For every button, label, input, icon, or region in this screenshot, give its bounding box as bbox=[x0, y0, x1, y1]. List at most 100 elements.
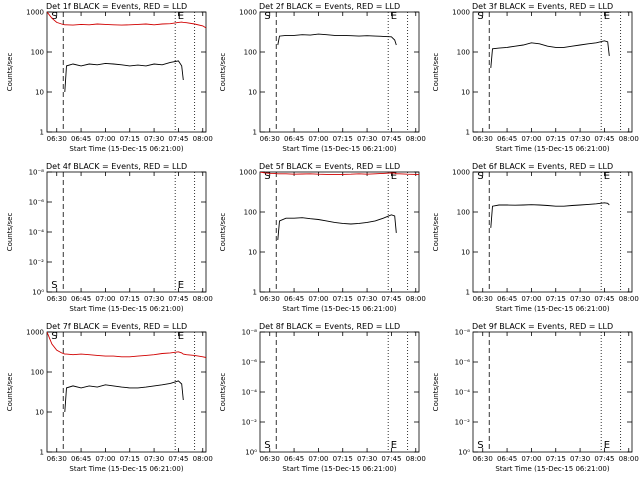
x-tick-label: 07:00 bbox=[95, 295, 115, 303]
y-axis-label: Counts/sec bbox=[6, 53, 14, 92]
x-tick-label: 08:00 bbox=[619, 295, 639, 303]
x-tick-label: 06:45 bbox=[71, 135, 91, 143]
y-tick-label: 100 bbox=[31, 369, 44, 377]
x-axis-label: Start Time (15-Dec-15 06:21:00) bbox=[495, 145, 609, 153]
y-axis-label: Counts/sec bbox=[219, 53, 227, 92]
x-tick-label: 07:30 bbox=[144, 455, 164, 463]
x-tick-label: 07:15 bbox=[333, 455, 353, 463]
time-marker-label: E bbox=[604, 11, 610, 22]
time-marker-label: S bbox=[264, 440, 270, 451]
time-marker-label: E bbox=[391, 11, 397, 22]
chart-title: Det 1f BLACK = Events, RED = LLD bbox=[46, 2, 187, 11]
x-tick-label: 08:00 bbox=[406, 295, 426, 303]
time-marker-label: S bbox=[477, 11, 483, 22]
panel: Det 5f BLACK = Events, RED = LLD Start Ti… bbox=[219, 162, 426, 313]
x-tick-label: 07:15 bbox=[120, 295, 140, 303]
panel: Det 3f BLACK = Events, RED = LLD Start Ti… bbox=[432, 2, 639, 153]
y-tick-label: 1 bbox=[253, 289, 257, 297]
series-group bbox=[47, 12, 206, 93]
plot-frame bbox=[46, 331, 207, 453]
y-tick-label: 10⁰ bbox=[458, 449, 470, 457]
y-tick-label: 10 bbox=[461, 89, 470, 97]
x-tick-label: 07:00 bbox=[95, 135, 115, 143]
y-tick-label: 10⁻⁸ bbox=[29, 169, 45, 177]
x-tick-label: 07:00 bbox=[521, 295, 541, 303]
x-tick-label: 07:00 bbox=[95, 455, 115, 463]
x-tick-label: 07:45 bbox=[594, 295, 614, 303]
panel: Det 4f BLACK = Events, RED = LLD Start Ti… bbox=[6, 162, 213, 313]
plot-frame bbox=[259, 11, 420, 133]
y-tick-label: 100 bbox=[244, 209, 257, 217]
x-tick-label: 06:30 bbox=[47, 135, 67, 143]
x-tick-label: 07:30 bbox=[570, 455, 590, 463]
time-marker-label: E bbox=[178, 331, 184, 342]
panel: Det 6f BLACK = Events, RED = LLD Start Ti… bbox=[432, 162, 639, 313]
x-tick-label: 07:45 bbox=[381, 455, 401, 463]
y-tick-label: 100 bbox=[457, 209, 470, 217]
x-tick-label: 08:00 bbox=[619, 455, 639, 463]
series-line bbox=[64, 60, 184, 93]
x-axis-label: Start Time (15-Dec-15 06:21:00) bbox=[495, 465, 609, 473]
x-tick-label: 08:00 bbox=[619, 135, 639, 143]
x-tick-label: 07:15 bbox=[546, 295, 566, 303]
panel: Det 7f BLACK = Events, RED = LLD Start Ti… bbox=[6, 322, 213, 473]
x-tick-label: 07:45 bbox=[381, 135, 401, 143]
y-tick-label: 1 bbox=[40, 449, 44, 457]
chart-title: Det 8f BLACK = Events, RED = LLD bbox=[259, 322, 400, 331]
series-line bbox=[64, 380, 184, 413]
y-tick-label: 10 bbox=[248, 249, 257, 257]
y-tick-label: 10⁻⁶ bbox=[455, 359, 471, 367]
x-tick-label: 07:00 bbox=[308, 295, 328, 303]
chart-title: Det 7f BLACK = Events, RED = LLD bbox=[46, 322, 187, 331]
panel: Det 8f BLACK = Events, RED = LLD Start Ti… bbox=[219, 322, 426, 473]
x-tick-label: 07:45 bbox=[168, 135, 188, 143]
time-marker-label: E bbox=[391, 440, 397, 451]
y-tick-label: 10 bbox=[35, 409, 44, 417]
plot-frame bbox=[472, 171, 633, 293]
plot-frame bbox=[472, 331, 633, 453]
plot-frame bbox=[259, 331, 420, 453]
series-line bbox=[260, 172, 419, 176]
y-tick-label: 10⁻⁴ bbox=[29, 229, 45, 237]
x-tick-label: 06:30 bbox=[260, 295, 280, 303]
x-tick-label: 07:30 bbox=[144, 135, 164, 143]
panel: Det 2f BLACK = Events, RED = LLD Start Ti… bbox=[219, 2, 426, 153]
y-tick-label: 1000 bbox=[26, 329, 44, 337]
y-tick-label: 10⁰ bbox=[245, 449, 257, 457]
y-tick-label: 1 bbox=[253, 129, 257, 137]
y-tick-label: 10⁻² bbox=[242, 419, 258, 427]
x-tick-label: 07:45 bbox=[168, 455, 188, 463]
y-tick-label: 10⁰ bbox=[32, 289, 44, 297]
series-group bbox=[490, 202, 610, 228]
y-tick-label: 1000 bbox=[239, 9, 257, 17]
x-tick-label: 07:15 bbox=[120, 135, 140, 143]
x-tick-label: 06:45 bbox=[497, 295, 517, 303]
x-tick-label: 07:15 bbox=[120, 455, 140, 463]
x-tick-label: 06:30 bbox=[473, 295, 493, 303]
y-tick-label: 10⁻⁴ bbox=[242, 389, 258, 397]
x-tick-label: 06:30 bbox=[47, 455, 67, 463]
x-tick-label: 06:30 bbox=[260, 135, 280, 143]
y-tick-label: 1000 bbox=[239, 169, 257, 177]
x-axis-label: Start Time (15-Dec-15 06:21:00) bbox=[282, 145, 396, 153]
y-axis-label: Counts/sec bbox=[6, 373, 14, 412]
x-tick-label: 07:30 bbox=[357, 295, 377, 303]
x-tick-label: 07:30 bbox=[357, 135, 377, 143]
x-tick-label: 06:30 bbox=[473, 455, 493, 463]
y-tick-label: 100 bbox=[31, 49, 44, 57]
series-group bbox=[277, 33, 397, 46]
x-axis-label: Start Time (15-Dec-15 06:21:00) bbox=[69, 305, 183, 313]
plot-frame bbox=[46, 171, 207, 293]
x-tick-label: 06:45 bbox=[497, 135, 517, 143]
plot-frame bbox=[472, 11, 633, 133]
y-tick-label: 10 bbox=[248, 89, 257, 97]
x-axis-label: Start Time (15-Dec-15 06:21:00) bbox=[495, 305, 609, 313]
panel: Det 1f BLACK = Events, RED = LLD Start Ti… bbox=[6, 2, 213, 153]
series-group bbox=[47, 332, 206, 413]
y-axis-label: Counts/sec bbox=[432, 53, 440, 92]
x-tick-label: 07:15 bbox=[546, 135, 566, 143]
x-tick-label: 06:30 bbox=[473, 135, 493, 143]
plot-frame bbox=[46, 11, 207, 133]
chart-title: Det 6f BLACK = Events, RED = LLD bbox=[472, 162, 613, 171]
